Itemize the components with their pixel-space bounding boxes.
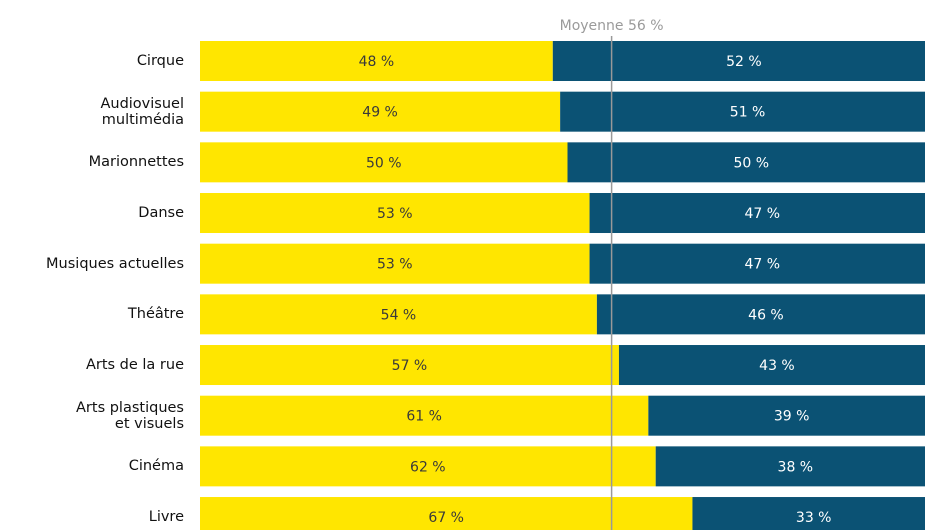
value-label: 33 % [796, 510, 832, 526]
value-label: 57 % [392, 358, 428, 374]
category-label: Cirque [136, 53, 184, 69]
bar-segment [560, 91, 925, 132]
bar-segment [552, 41, 925, 81]
bar-segment [648, 395, 925, 436]
bar-segment [200, 41, 553, 81]
value-label: 50 % [366, 155, 402, 171]
bar-segment [200, 446, 656, 487]
bar-segment [200, 395, 649, 436]
value-label: 67 % [428, 510, 464, 526]
value-label: 43 % [759, 358, 795, 374]
value-label: 46 % [748, 307, 784, 323]
value-label: 38 % [778, 459, 814, 475]
value-label: 53 % [377, 257, 413, 273]
value-label: 51 % [730, 105, 766, 121]
bar-segment [200, 142, 568, 183]
value-label: 47 % [744, 257, 780, 273]
category-label: Cinéma [128, 458, 184, 475]
category-label: Marionnettes [88, 154, 184, 171]
bar-segment [655, 446, 925, 487]
annotation: Moyenne 56 % [560, 18, 664, 34]
bar-segment [200, 193, 590, 234]
bar-segment [200, 345, 619, 386]
bar-segment [692, 497, 925, 530]
bar-segment [200, 497, 693, 530]
value-label: 49 % [362, 105, 398, 121]
category-label: Arts de la rue [85, 357, 184, 374]
value-label: 47 % [744, 206, 780, 222]
value-label: 52 % [726, 54, 762, 70]
category-label: Musiques actuelles [46, 255, 184, 272]
category-label: Livre [148, 509, 184, 526]
bar-segment [200, 91, 561, 132]
bar-segment [596, 294, 925, 335]
bar-segment [200, 243, 590, 284]
bar-segment [200, 294, 597, 335]
bar-segment [567, 142, 925, 183]
value-label: 61 % [406, 409, 442, 425]
bar-segment [618, 345, 925, 386]
value-label: 53 % [377, 206, 413, 222]
value-label: 48 % [359, 54, 395, 70]
category-label: Danse [138, 205, 184, 221]
value-label: 39 % [774, 409, 810, 425]
category-label: Théâtre [127, 306, 184, 323]
bar-segment [589, 193, 925, 234]
category-label: Audiovisuel multimédia [100, 95, 184, 128]
value-label: 54 % [381, 307, 417, 323]
category-label: Arts plastiques et visuels [76, 399, 184, 432]
value-label: 50 % [733, 155, 769, 171]
value-label: 62 % [410, 459, 446, 475]
bar-segment [589, 243, 925, 284]
